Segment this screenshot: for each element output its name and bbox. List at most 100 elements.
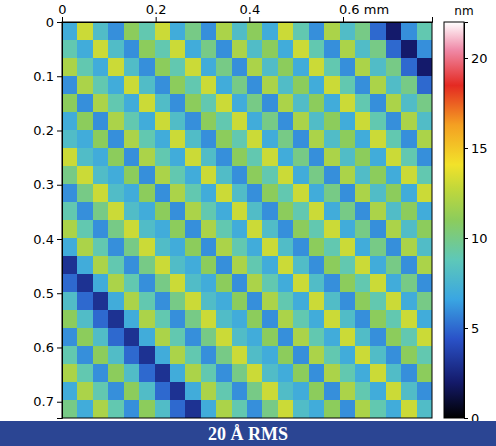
colorbar-tick-mark	[464, 238, 468, 239]
cell	[124, 382, 140, 401]
cell	[216, 328, 232, 347]
cell	[309, 58, 325, 77]
cell	[93, 238, 109, 257]
cell	[232, 346, 248, 365]
cell	[139, 310, 155, 329]
cell	[293, 202, 309, 221]
cell	[278, 112, 294, 131]
cell	[340, 328, 356, 347]
x-tick-mark	[249, 17, 250, 22]
cell	[108, 292, 124, 311]
cell	[185, 274, 201, 293]
cell	[401, 364, 417, 383]
cell	[232, 256, 248, 275]
cell	[370, 274, 386, 293]
cell	[62, 274, 78, 293]
cell	[324, 40, 340, 59]
cell	[62, 256, 78, 275]
cell	[309, 166, 325, 185]
cell	[401, 310, 417, 329]
cell	[309, 202, 325, 221]
y-tick-label: 0	[46, 15, 54, 30]
cell	[216, 184, 232, 203]
y-tick: 0.1	[33, 69, 62, 84]
cell	[417, 292, 432, 311]
cell	[232, 76, 248, 95]
cell	[340, 364, 356, 383]
cell	[139, 400, 155, 418]
cell	[201, 166, 217, 185]
cell	[93, 256, 109, 275]
cell	[401, 220, 417, 239]
cell	[309, 292, 325, 311]
cell	[401, 256, 417, 275]
cell	[155, 382, 171, 401]
cell	[93, 130, 109, 149]
cell	[185, 40, 201, 59]
plot-frame	[62, 22, 432, 418]
cell	[77, 184, 93, 203]
cell	[185, 220, 201, 239]
cell	[293, 40, 309, 59]
cell	[355, 292, 371, 311]
cell	[386, 292, 402, 311]
cell	[232, 40, 248, 59]
cell	[108, 274, 124, 293]
cell	[62, 130, 78, 149]
cell	[232, 238, 248, 257]
cell	[232, 292, 248, 311]
cell	[201, 112, 217, 131]
cell	[232, 328, 248, 347]
cell	[355, 346, 371, 365]
cell	[417, 346, 432, 365]
cell	[278, 58, 294, 77]
cell	[170, 292, 186, 311]
cell	[139, 76, 155, 95]
cell	[309, 112, 325, 131]
cell	[77, 58, 93, 77]
cell	[340, 76, 356, 95]
colorbar	[444, 22, 464, 418]
cell	[155, 166, 171, 185]
cell	[185, 58, 201, 77]
cell	[309, 94, 325, 113]
cell	[155, 184, 171, 203]
cell	[201, 220, 217, 239]
cell	[124, 94, 140, 113]
cell	[386, 310, 402, 329]
cell	[293, 220, 309, 239]
cell	[355, 202, 371, 221]
cell	[340, 256, 356, 275]
cell	[232, 166, 248, 185]
cell	[77, 238, 93, 257]
cell	[293, 130, 309, 149]
cell	[340, 346, 356, 365]
cell	[201, 364, 217, 383]
cell	[62, 328, 78, 347]
cell	[77, 256, 93, 275]
cell	[355, 238, 371, 257]
cell	[77, 328, 93, 347]
cell	[216, 22, 232, 41]
cell	[262, 202, 278, 221]
cell	[124, 274, 140, 293]
cell	[155, 292, 171, 311]
cell	[170, 400, 186, 418]
cell	[155, 22, 171, 41]
cell	[262, 256, 278, 275]
cell	[201, 202, 217, 221]
cell	[108, 400, 124, 418]
cell	[216, 310, 232, 329]
cell	[108, 364, 124, 383]
x-tick-mark	[343, 17, 344, 22]
cell	[278, 274, 294, 293]
cell	[324, 256, 340, 275]
cell	[417, 274, 432, 293]
cell	[247, 166, 263, 185]
cell	[170, 382, 186, 401]
cell	[201, 76, 217, 95]
cell	[386, 184, 402, 203]
cell	[232, 220, 248, 239]
cell	[309, 220, 325, 239]
cell	[201, 184, 217, 203]
